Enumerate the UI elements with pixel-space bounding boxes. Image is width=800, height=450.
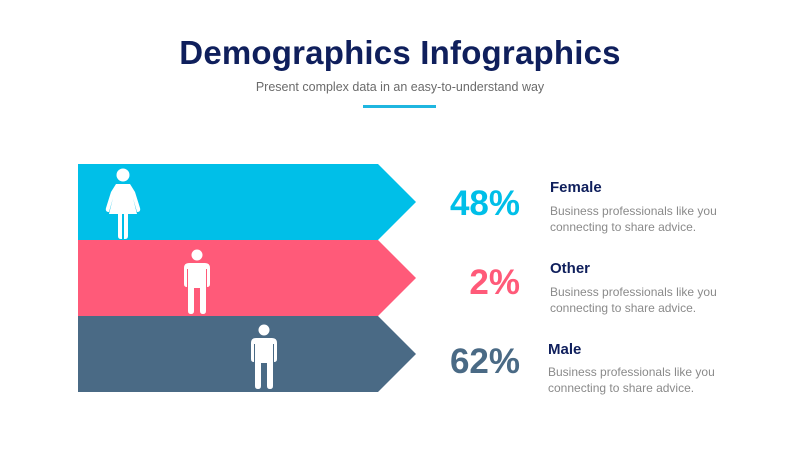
male-description-line1: Business professionals like you <box>548 365 715 379</box>
female-label: Female <box>550 179 602 196</box>
male-person-icon <box>184 249 210 314</box>
female-description: Business professionals like you connecti… <box>550 203 750 235</box>
male-description-line2: connecting to share advice. <box>548 381 695 395</box>
male-arrow-bar <box>78 316 416 392</box>
male-description: Business professionals like you connecti… <box>548 364 748 396</box>
male-percent: 62% <box>449 342 520 381</box>
title-underline-divider <box>363 105 436 108</box>
female-person-icon <box>105 168 141 239</box>
other-label: Other <box>550 260 591 277</box>
other-arrow-bar <box>78 240 416 316</box>
other-description-line2: connecting to share advice. <box>550 301 697 315</box>
page-title: Demographics Infographics <box>179 34 621 71</box>
female-description-line1: Business professionals like you <box>550 204 717 218</box>
female-arrow-bar <box>78 164 416 240</box>
other-description-line1: Business professionals like you <box>550 285 717 299</box>
other-percent: 2% <box>469 263 520 302</box>
female-description-line2: connecting to share advice. <box>550 220 697 234</box>
male-label: Male <box>548 341 582 358</box>
female-percent: 48% <box>449 184 520 223</box>
page-subtitle: Present complex data in an easy-to-under… <box>255 80 545 94</box>
other-description: Business professionals like you connecti… <box>550 284 750 316</box>
male-person-icon <box>251 324 277 389</box>
